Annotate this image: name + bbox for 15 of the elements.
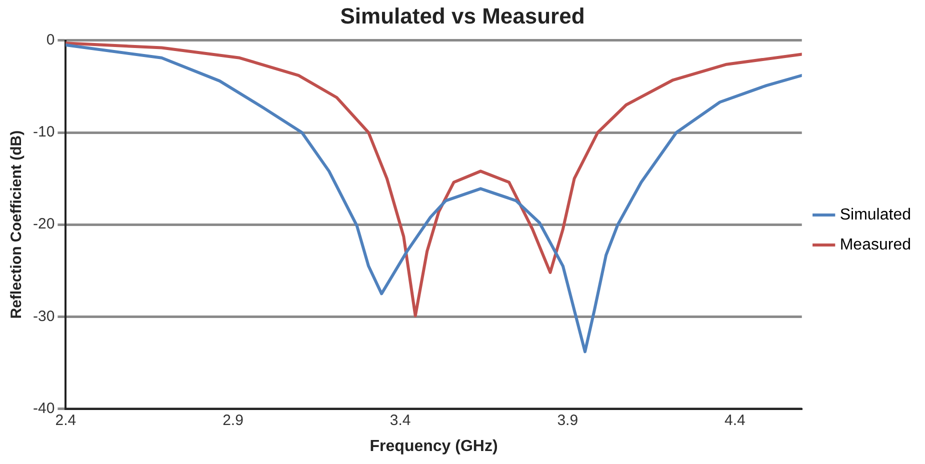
x-tick-label: 3.9 [557,412,578,429]
y-tick-label: -40 [32,400,55,417]
x-tick-label: 4.4 [724,412,746,429]
x-tick-label: 3.4 [390,412,411,429]
legend-label: Measured [840,236,912,254]
y-tick-label: -20 [32,216,55,233]
x-tick-label: 2.4 [55,412,76,429]
x-tick-label: 2.9 [222,412,244,429]
y-tick-label: -10 [32,124,55,141]
chart-title: Simulated vs Measured [340,3,585,28]
y-tick-label: -30 [32,308,55,325]
y-tick-label: 0 [46,32,55,49]
y-axis-title: Reflection Coefficient (dB) [8,130,26,319]
legend-label: Simulated [840,206,912,224]
x-axis-title: Frequency (GHz) [370,438,498,455]
